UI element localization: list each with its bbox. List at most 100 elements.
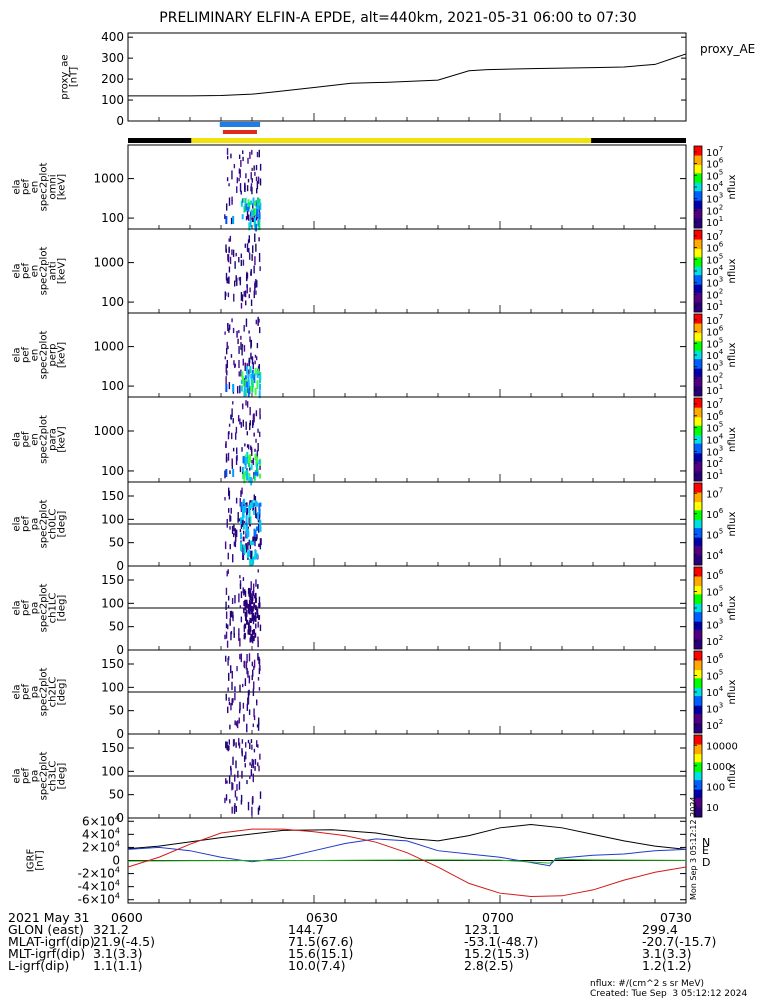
data-pixel xyxy=(245,273,248,282)
data-pixel xyxy=(227,452,230,461)
footer-row-label: MLAT-igrf(dip) xyxy=(8,934,95,949)
data-pixel-bright xyxy=(250,200,253,205)
colorbar-cell xyxy=(694,202,702,204)
colorbar-cell xyxy=(694,608,702,610)
data-pixel-bright xyxy=(256,501,259,507)
data-pixel xyxy=(224,356,227,360)
data-pixel-bright xyxy=(243,474,246,484)
colorbar-cell xyxy=(694,257,702,260)
data-pixel xyxy=(258,237,260,242)
colorbar-cell xyxy=(694,587,702,590)
data-pixel xyxy=(225,457,228,462)
y-tick-exponent: 4 xyxy=(115,866,120,875)
colorbar-cell xyxy=(694,232,702,235)
data-pixel xyxy=(252,773,255,783)
colorbar-cell xyxy=(694,605,702,608)
data-pixel xyxy=(234,261,236,269)
data-pixel xyxy=(236,386,239,394)
colorbar-cell xyxy=(694,559,702,562)
colorbar-cell xyxy=(694,777,702,780)
data-pixel xyxy=(225,611,228,619)
colorbar-cell xyxy=(694,214,702,217)
colorbar-cell xyxy=(694,200,702,203)
colorbar-cell xyxy=(694,489,702,492)
colorbar-cell xyxy=(694,261,702,264)
data-pixel-bright xyxy=(258,221,261,231)
data-pixel-bright xyxy=(250,464,253,470)
data-pixel xyxy=(246,401,249,408)
data-pixel xyxy=(245,603,248,609)
data-pixel-bright xyxy=(253,217,256,225)
data-pixel xyxy=(254,593,257,599)
data-pixel-bright xyxy=(246,507,249,515)
data-pixel xyxy=(240,159,242,167)
data-pixel xyxy=(246,545,248,553)
data-pixel xyxy=(228,701,231,706)
colorbar-cell xyxy=(694,204,702,207)
colorbar-cell xyxy=(694,517,702,520)
data-pixel xyxy=(256,513,258,519)
colorbar-cell xyxy=(694,555,702,558)
colorbar-cell xyxy=(694,177,702,180)
colorbar-cell xyxy=(694,647,702,650)
colorbar-label: nflux xyxy=(727,763,738,788)
colorbar-cell xyxy=(694,301,702,303)
colorbar-cell xyxy=(694,763,702,766)
data-pixel xyxy=(238,277,241,281)
x-axis-time-label: 0600 xyxy=(111,910,143,925)
data-pixel-bright xyxy=(254,387,257,396)
y-axis-label-line: ch2LC xyxy=(48,677,59,708)
colorbar-cell xyxy=(694,713,702,716)
data-pixel xyxy=(255,188,258,194)
colorbar-ch2LC: 102 103 104 105 106 nflux xyxy=(693,650,738,734)
colorbar-cell xyxy=(694,464,702,467)
footer-value: 3.1(3.3) xyxy=(93,946,143,961)
colorbar-cell xyxy=(694,609,702,612)
data-pixel-bright xyxy=(256,467,259,472)
colorbar-tick-exponent: 1 xyxy=(719,383,723,391)
data-pixel xyxy=(257,807,260,815)
data-pixel xyxy=(250,445,252,451)
colorbar-cell xyxy=(694,364,702,367)
data-pixel xyxy=(242,358,244,366)
footer-value: 3.1(3.3) xyxy=(642,946,692,961)
data-pixel xyxy=(259,624,262,632)
colorbar-tick-exponent: 3 xyxy=(719,617,723,625)
data-pixel-bright xyxy=(247,199,250,206)
data-pixel xyxy=(228,324,231,330)
colorbar-cell xyxy=(694,612,702,614)
y-tick-label: 1000 xyxy=(93,340,124,354)
data-pixel xyxy=(253,659,256,668)
created-note: Created: Tue Sep 3 05:12:12 2024 xyxy=(590,989,748,999)
data-pixel xyxy=(248,675,251,684)
data-pixel xyxy=(254,171,256,176)
data-pixel xyxy=(247,622,250,631)
colorbar-cell xyxy=(694,543,702,545)
colorbar-cell xyxy=(694,346,702,349)
colorbar-cell xyxy=(694,573,702,576)
colorbar-cell xyxy=(694,525,702,528)
colorbar-cell xyxy=(694,251,702,254)
colorbar-cell xyxy=(694,306,702,309)
colorbar-cell xyxy=(694,287,702,290)
colorbar-cell xyxy=(694,429,702,432)
data-pixel xyxy=(244,182,246,192)
colorbar-cell xyxy=(694,631,702,634)
data-pixel xyxy=(238,633,240,641)
y-axis-label-line: [nT] xyxy=(35,850,46,870)
data-pixel-bright xyxy=(243,206,246,213)
data-pixel xyxy=(237,518,239,523)
data-pixel-bright xyxy=(247,458,250,468)
colorbar-label: nflux xyxy=(727,427,738,452)
data-pixel xyxy=(230,354,233,358)
colorbar-cell xyxy=(694,284,702,287)
y-tick-label: 2×104 xyxy=(82,839,120,854)
data-pixel xyxy=(257,443,259,452)
colorbar-cell xyxy=(694,483,702,485)
data-pixel xyxy=(240,799,243,805)
colorbar-cell xyxy=(694,780,702,782)
data-pixel xyxy=(233,541,236,547)
data-pixel-bright xyxy=(249,454,252,463)
data-pixel xyxy=(228,238,230,242)
